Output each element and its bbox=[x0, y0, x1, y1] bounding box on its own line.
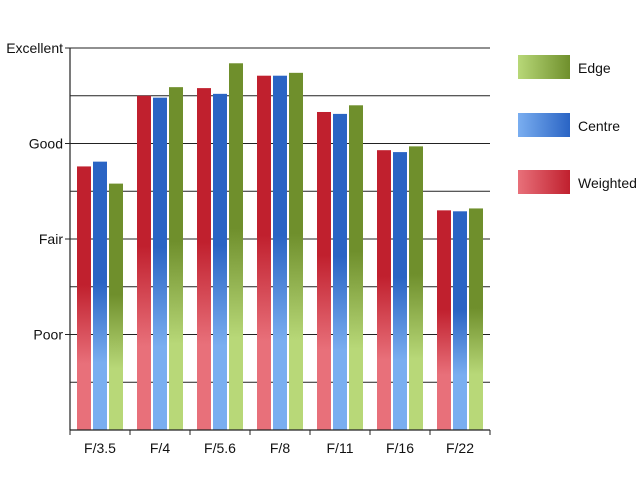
x-tick-label: F/4 bbox=[150, 440, 170, 456]
x-tick-label: F/11 bbox=[327, 440, 354, 456]
y-tick-label: Fair bbox=[39, 231, 63, 247]
x-tick-label: F/16 bbox=[386, 440, 414, 456]
y-tick-label: Poor bbox=[33, 327, 63, 343]
bar-edge-f11 bbox=[349, 105, 363, 431]
bar-weighted-f35 bbox=[77, 166, 91, 431]
y-tick-label: Good bbox=[29, 136, 63, 152]
bar-weighted-f56 bbox=[197, 88, 211, 431]
bar-weighted-f8 bbox=[257, 75, 271, 430]
bars bbox=[77, 63, 483, 431]
bar-edge-f16 bbox=[409, 146, 423, 431]
x-tick-labels: F/3.5 F/4 F/5.6 F/8 F/11 F/16 F/22 bbox=[84, 440, 474, 456]
bar-centre-f56 bbox=[213, 93, 227, 430]
x-tick-label: F/8 bbox=[270, 440, 290, 456]
bar-edge-f56 bbox=[229, 63, 243, 430]
bar-edge-f22 bbox=[469, 208, 483, 430]
bar-weighted-f4 bbox=[137, 95, 151, 430]
legend: Edge Centre Weighted bbox=[518, 55, 637, 194]
bar-weighted-f22 bbox=[437, 210, 451, 430]
bar-edge-f8 bbox=[289, 72, 303, 430]
x-tick-label: F/3.5 bbox=[84, 440, 116, 456]
legend-label-weighted: Weighted bbox=[578, 175, 637, 191]
bar-centre-f16 bbox=[393, 152, 407, 430]
bar-weighted-f16 bbox=[377, 150, 391, 430]
bar-centre-f4 bbox=[153, 97, 167, 430]
bar-centre-f8 bbox=[273, 75, 287, 430]
bar-centre-f35 bbox=[93, 161, 107, 430]
x-tick-label: F/5.6 bbox=[204, 440, 236, 456]
bar-centre-f22 bbox=[453, 211, 467, 430]
bar-weighted-f11 bbox=[317, 111, 331, 431]
bar-edge-f4 bbox=[169, 87, 183, 430]
legend-label-centre: Centre bbox=[578, 118, 620, 134]
legend-swatch-weighted bbox=[518, 170, 570, 194]
bar-centre-f11 bbox=[333, 113, 347, 431]
legend-swatch-edge bbox=[518, 55, 570, 79]
x-tick-label: F/22 bbox=[446, 440, 474, 456]
bar-edge-f35 bbox=[109, 183, 123, 430]
legend-label-edge: Edge bbox=[578, 60, 611, 76]
y-tick-labels: Poor Fair Good Excellent bbox=[6, 40, 63, 343]
axes bbox=[65, 47, 491, 435]
legend-swatch-centre bbox=[518, 113, 570, 137]
y-tick-label: Excellent bbox=[6, 40, 63, 56]
